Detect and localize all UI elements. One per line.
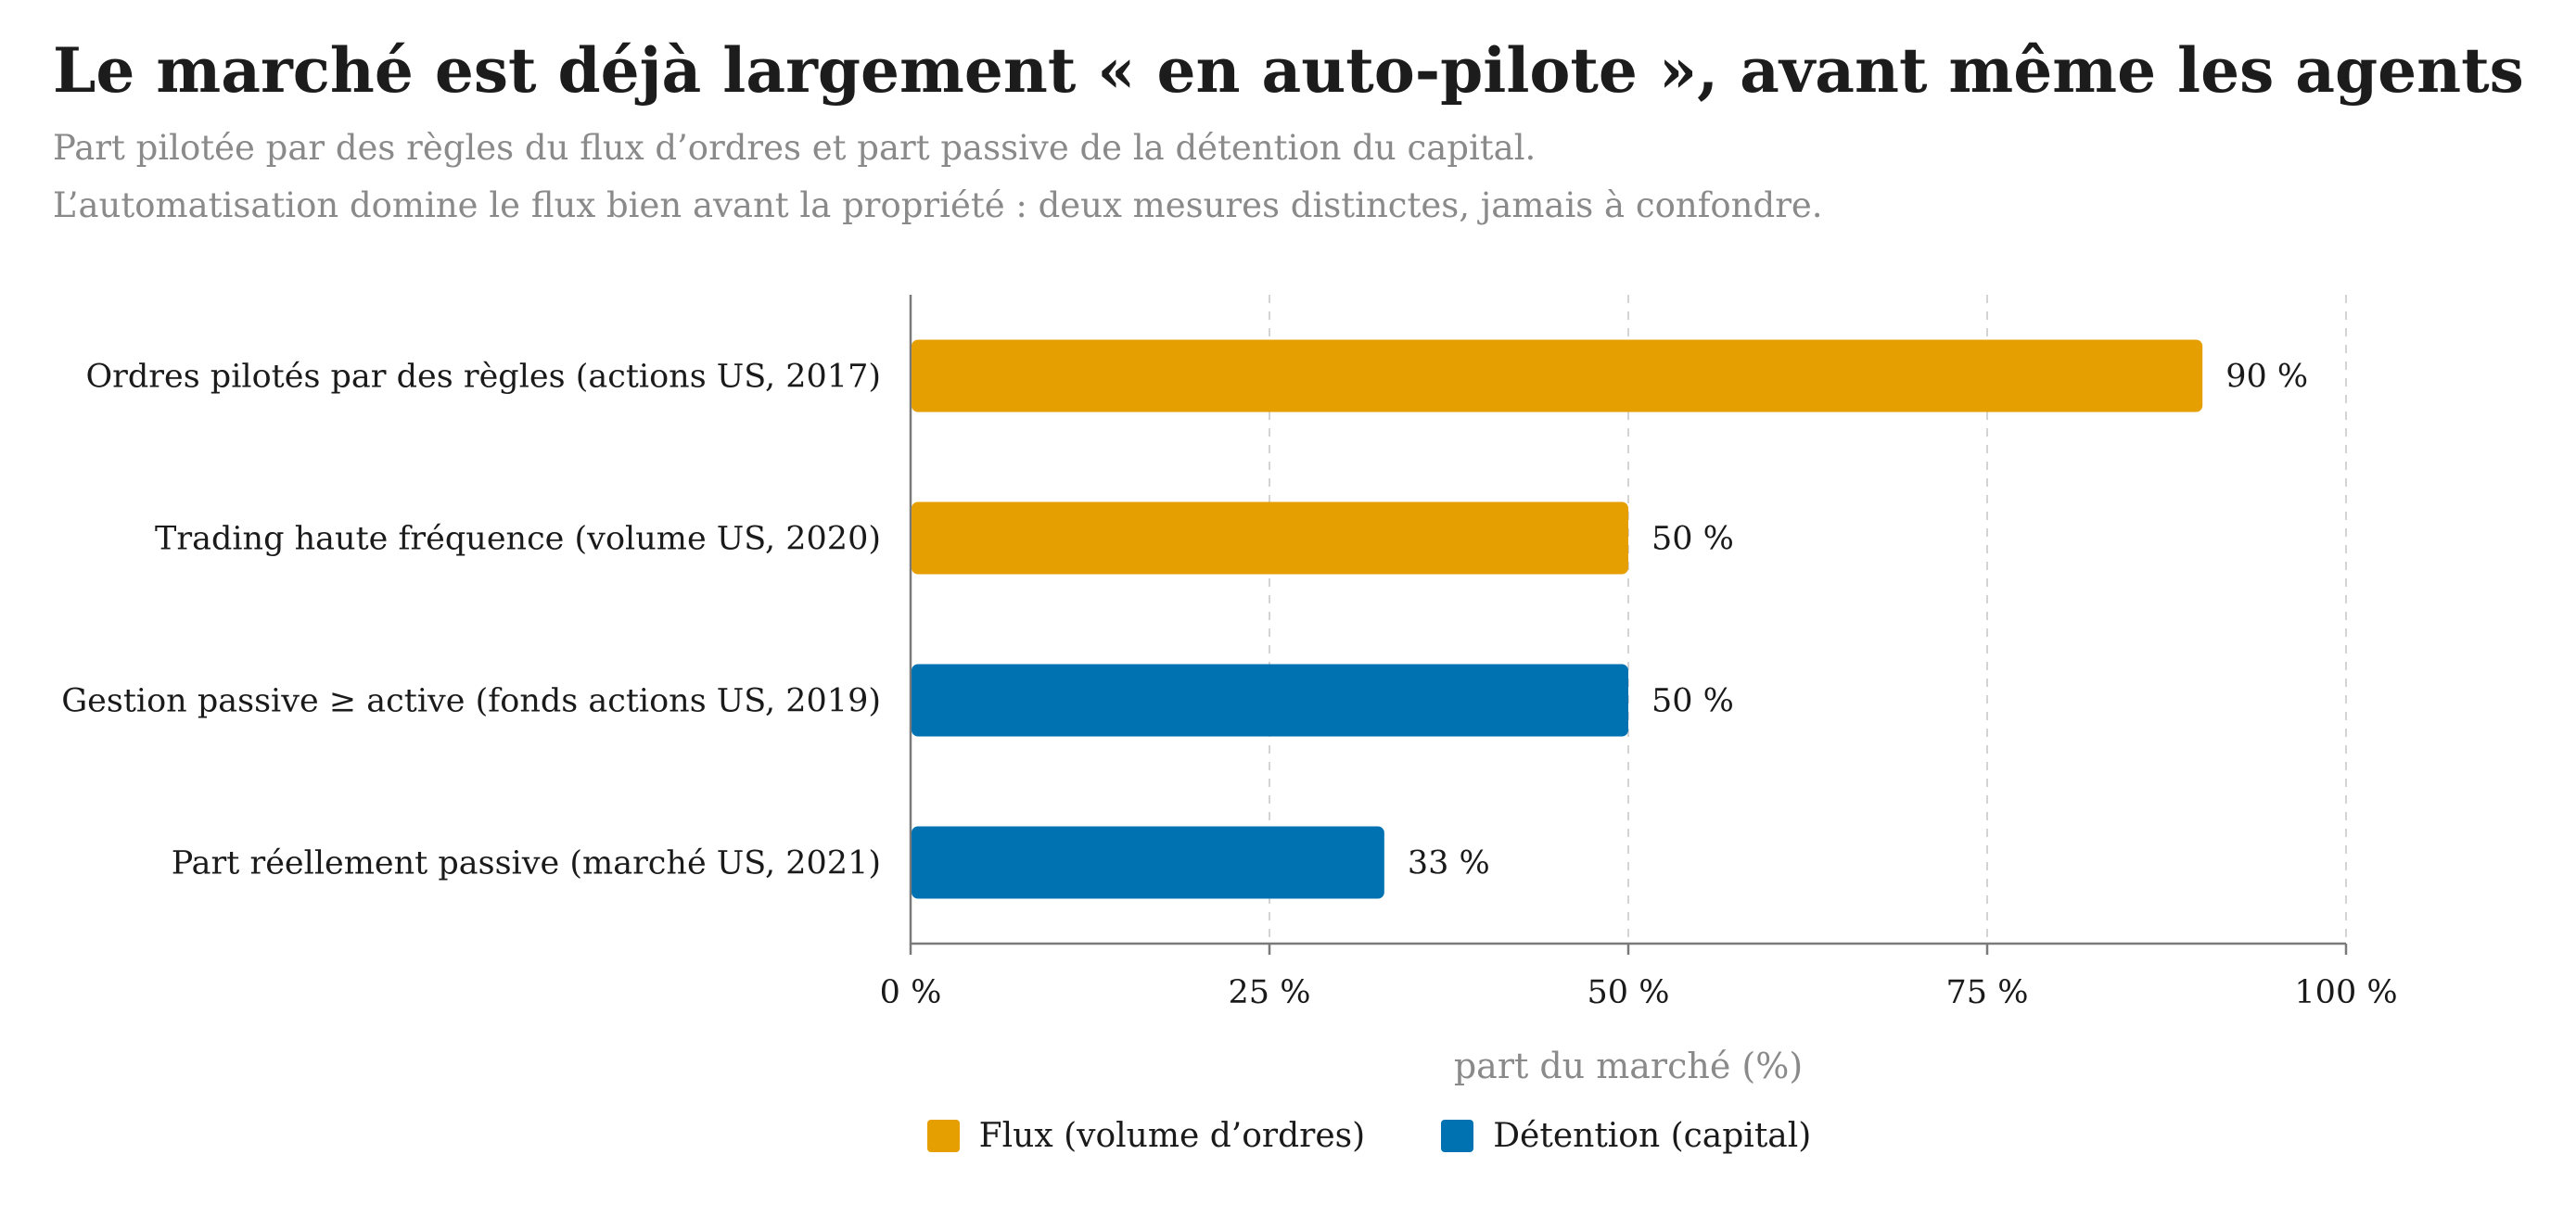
chart-title: Le marché est déjà largement « en auto-p… — [53, 34, 2524, 107]
x-tick-label: 50 % — [1588, 974, 1670, 1011]
category-label: Trading haute fréquence (volume US, 2020… — [155, 521, 881, 558]
legend: Flux (volume d’ordres) Détention (capital… — [0, 1117, 2576, 1155]
legend-item-flux: Flux (volume d’ordres) — [926, 1117, 1366, 1155]
x-tick-label: 100 % — [2294, 974, 2397, 1011]
bar-detention — [912, 826, 1384, 899]
x-axis-label: part du marché (%) — [1454, 1046, 1803, 1086]
legend-item-detention: Détention (capital) — [1441, 1117, 1811, 1155]
category-label: Ordres pilotés par des règles (actions U… — [85, 359, 881, 396]
x-tick-label: 0 % — [880, 974, 942, 1011]
category-label: Gestion passive ≥ active (fonds actions … — [61, 683, 881, 720]
legend-swatch — [1441, 1120, 1474, 1152]
x-tick-label: 75 % — [1946, 974, 2029, 1011]
chart-subtitle-line-1: Part pilotée par des règles du flux d’or… — [53, 128, 1537, 168]
legend-label: Flux (volume d’ordres) — [978, 1117, 1366, 1155]
legend-label: Détention (capital) — [1493, 1117, 1812, 1155]
category-label: Part réellement passive (marché US, 2021… — [172, 845, 881, 882]
bar-detention — [912, 664, 1628, 737]
bar-flux — [912, 339, 2203, 412]
bar-value-label: 50 % — [1651, 683, 1734, 720]
bar-value-label: 90 % — [2225, 359, 2308, 396]
x-tick-label: 25 % — [1229, 974, 1311, 1011]
bar-value-label: 33 % — [1408, 845, 1490, 882]
legend-swatch — [926, 1120, 960, 1152]
chart-subtitle-line-2: L’automatisation domine le flux bien ava… — [53, 185, 1823, 225]
bar-flux — [912, 501, 1628, 575]
bar-chart: 0 % 25 % 50 % 75 % 100 % part du marché (%) Or… — [61, 295, 2398, 1086]
bar-value-label: 50 % — [1651, 521, 1734, 558]
